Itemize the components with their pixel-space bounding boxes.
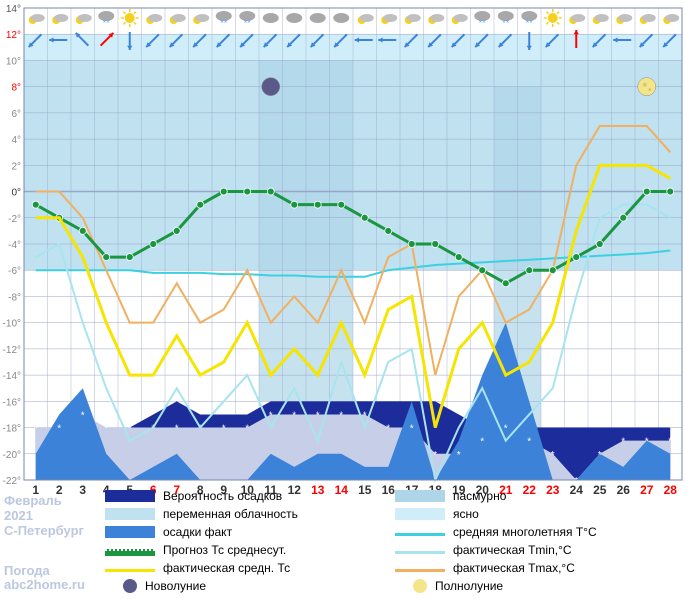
legend-item: Прогноз Тс среднесут. [105, 541, 395, 559]
svg-text:*: * [645, 437, 649, 448]
svg-text:*: * [363, 410, 367, 421]
svg-text:8°: 8° [11, 83, 21, 94]
svg-text:-10°: -10° [3, 319, 21, 330]
legend-item: ясно [395, 505, 685, 523]
legend-item: переменная облачность [105, 505, 395, 523]
legend-item: фактическая средн. Тс [105, 559, 395, 577]
legend-label: фактическая Tmax,°C [453, 561, 575, 575]
svg-text:*: * [316, 410, 320, 421]
svg-text:**: ** [220, 18, 228, 28]
legend-label: осадки факт [163, 525, 232, 539]
legend-label: пасмурно [453, 489, 506, 503]
svg-text:*: * [339, 410, 343, 421]
svg-text:*: * [621, 437, 625, 448]
svg-text:-20°: -20° [3, 450, 21, 461]
svg-text:*: * [245, 424, 249, 435]
svg-text:-2°: -2° [8, 214, 21, 225]
legend-label: ясно [453, 507, 479, 521]
svg-text:-14°: -14° [3, 371, 21, 382]
svg-text:*: * [457, 450, 461, 461]
svg-text:*: * [386, 424, 390, 435]
svg-text:-12°: -12° [3, 345, 21, 356]
legend-label: фактическая Tmin,°C [453, 543, 572, 557]
legend-label: Новолуние [145, 579, 206, 593]
legend-item: Полнолуние [395, 577, 685, 595]
legend-item: пасмурно [395, 487, 685, 505]
svg-text:-8°: -8° [8, 292, 21, 303]
svg-text:*: * [128, 424, 132, 435]
svg-text:*: * [81, 410, 85, 421]
legend-item: средняя многолетняя T°C [395, 523, 685, 541]
svg-text:**: ** [244, 18, 252, 28]
svg-text:14°: 14° [6, 4, 21, 15]
svg-text:*: * [175, 424, 179, 435]
legend-item: фактическая Tmin,°C [395, 541, 685, 559]
svg-text:-6°: -6° [8, 266, 21, 277]
svg-text:**: ** [502, 18, 510, 28]
svg-text:2°: 2° [11, 161, 21, 172]
svg-text:*: * [668, 437, 672, 448]
svg-text:*: * [292, 410, 296, 421]
legend-label: Вероятность осадков [163, 489, 282, 503]
svg-text:*: * [551, 450, 555, 461]
svg-text:*: * [222, 424, 226, 435]
svg-text:*: * [527, 437, 531, 448]
svg-text:**: ** [479, 18, 487, 28]
legend-item: осадки факт [105, 523, 395, 541]
legend-label: Прогноз Тс среднесут. [163, 543, 286, 557]
svg-text:-4°: -4° [8, 240, 21, 251]
svg-text:4°: 4° [11, 135, 21, 146]
svg-text:*: * [57, 424, 61, 435]
legend-item: Новолуние [105, 577, 395, 595]
legend-label: Полнолуние [435, 579, 503, 593]
legend: Вероятность осадков пасмурно переменная об… [0, 483, 687, 599]
svg-text:*: * [410, 424, 414, 435]
svg-text:**: ** [526, 18, 534, 28]
legend-item: Вероятность осадков [105, 487, 395, 505]
svg-text:6°: 6° [11, 109, 21, 120]
svg-text:0°: 0° [11, 188, 21, 199]
legend-item: фактическая Tmax,°C [395, 559, 685, 577]
svg-text:*: * [269, 410, 273, 421]
svg-text:10°: 10° [6, 56, 21, 67]
svg-text:*: * [504, 424, 508, 435]
legend-label: переменная облачность [163, 507, 298, 521]
svg-text:-16°: -16° [3, 397, 21, 408]
svg-text:*: * [34, 424, 38, 435]
svg-text:12°: 12° [6, 30, 21, 41]
svg-text:*: * [433, 450, 437, 461]
legend-label: фактическая средн. Тс [163, 561, 290, 575]
svg-text:*: * [104, 424, 108, 435]
svg-text:-18°: -18° [3, 424, 21, 435]
svg-text:**: ** [103, 18, 111, 28]
svg-text:*: * [480, 437, 484, 448]
legend-label: средняя многолетняя T°C [453, 525, 597, 539]
svg-text:*: * [598, 450, 602, 461]
